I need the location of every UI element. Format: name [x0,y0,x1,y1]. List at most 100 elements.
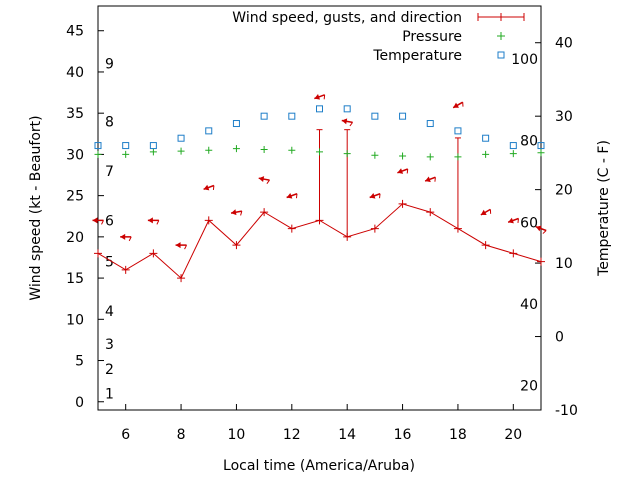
wind-direction-arrow [507,217,519,224]
wind-arrow-barb [379,193,381,199]
wind-arrow-head [175,242,181,249]
legend-label-pressure: Pressure [402,29,462,45]
beaufort-label: 6 [105,213,114,229]
left-tick-label: 35 [66,106,84,122]
wind-direction-arrow [258,176,270,184]
wind-speed-point [315,216,324,225]
x-tick-label: 16 [394,427,412,443]
left-tick-label: 30 [66,147,84,163]
wind-arrow-head [508,217,514,224]
temperature-point [260,112,268,120]
series-layer [92,94,547,283]
left-tick-label: 5 [75,354,84,370]
temperature-point [399,112,407,120]
fahrenheit-scale-labels: 20 40 60 80 100 [511,52,538,395]
wind-speed-point [453,224,462,233]
x-tick-label: 12 [283,427,301,443]
x-tick-label: 18 [449,427,467,443]
wind-arrow-head [480,209,487,215]
pressure-point [177,147,185,155]
wind-speed-point [94,249,102,258]
temperature-point [371,112,379,120]
right-axis-tick-labels: -10 0 10 20 30 40 [555,36,578,419]
wind-arrow-barb [295,193,298,199]
wind-arrow-head [453,102,460,108]
right-tick-label: 20 [555,183,573,199]
wind-arrow-barb [323,94,326,100]
fahrenheit-label: 60 [520,215,538,231]
wind-direction-arrow [203,184,215,191]
wind-direction-arrow [175,242,188,250]
temperature-point [482,134,490,142]
temperature-point [177,134,185,142]
wind-arrow-barb [406,168,409,174]
pressure-point [371,151,379,159]
left-tick-label: 15 [66,271,84,287]
wind-arrow-barb [266,179,270,184]
left-axis-tick-labels: 0 5 10 15 20 25 30 35 40 45 [66,24,84,411]
wind-speed-point [426,208,435,217]
beaufort-label: 5 [105,255,114,271]
temperature-point [122,142,130,150]
left-tick-label: 20 [66,230,84,246]
temperature-point [288,112,296,120]
wind-arrow-barb [128,236,132,242]
fahrenheit-label: 20 [520,379,538,395]
beaufort-label: 3 [105,337,114,353]
wind-direction-arrow [369,192,381,199]
wind-direction-arrow [424,176,436,183]
pressure-point [94,150,102,158]
pressure-point [316,148,323,156]
wind-direction-arrow [452,101,464,109]
legend-marker-temperature [497,51,505,59]
wind-direction-arrow [147,217,160,225]
wind-arrow-head [258,176,265,183]
fahrenheit-label: 100 [511,52,538,68]
pressure-point [288,146,296,154]
wind-arrow-barb [434,177,436,182]
x-axis-tick-labels: 6 8 10 12 14 16 18 20 [121,427,522,443]
fahrenheit-label: 80 [520,134,538,150]
wind-direction-arrow [92,217,104,225]
wind-arrow-barb [101,220,104,225]
wind-direction-arrow [314,94,326,100]
wind-direction-arrow [230,209,243,216]
pressure-point [260,145,268,153]
legend-label-temperature: Temperature [372,48,462,64]
wind-speed-point [149,249,158,258]
pressure-point [426,153,434,161]
pressure-point [343,150,351,158]
beaufort-label: 2 [105,362,114,378]
wind-speed-point [370,224,379,233]
wind-speed-point [232,241,241,250]
wind-arrow-head [397,168,404,174]
beaufort-scale-labels: 1 2 3 4 5 6 7 8 9 [105,57,114,403]
legend-label-wind: Wind speed, gusts, and direction [232,10,462,26]
wind-arrow-barb [184,244,188,250]
temperature-point [94,142,102,150]
wind-arrow-head [341,118,348,125]
fahrenheit-label: 40 [520,297,538,313]
legend: Wind speed, gusts, and direction Pressur… [232,10,525,64]
right-tick-label: 0 [555,330,564,346]
wind-arrow-head [369,192,376,199]
temperature-point [509,142,517,150]
x-tick-label: 8 [177,427,186,443]
pressure-point [509,150,517,158]
wind-arrow-barb [212,185,215,191]
wind-direction-arrow [397,168,409,174]
pressure-point [232,145,240,153]
temperature-point [343,105,351,113]
temperature-point [454,127,462,135]
left-tick-label: 40 [66,65,84,81]
wind-speed-point [509,249,518,258]
pressure-point [537,149,545,157]
pressure-point [482,150,490,158]
wind-arrow-head [147,217,153,224]
right-tick-label: 40 [555,36,573,52]
wind-speed-point [287,224,296,233]
x-tick-label: 6 [121,427,130,443]
wind-speed-point [343,232,352,241]
wind-speed-point [204,216,213,225]
wind-speed-point [121,265,130,274]
